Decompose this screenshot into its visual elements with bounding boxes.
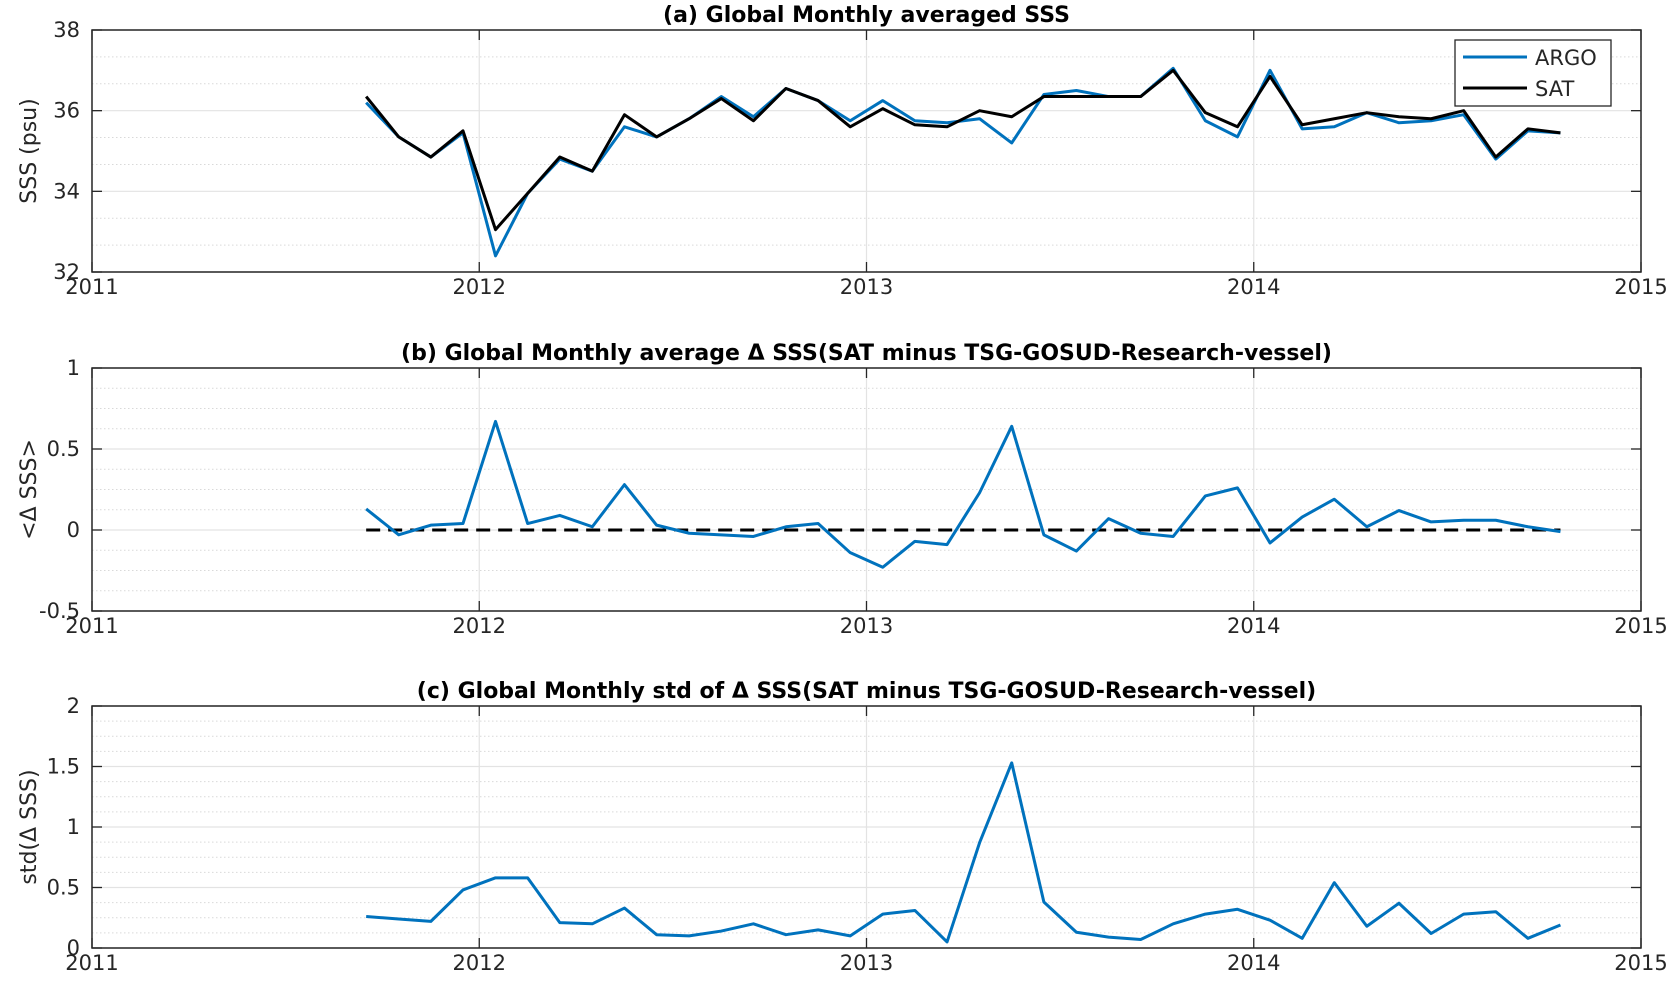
chart-title: (c) Global Monthly std of Δ SSS(SAT minu… xyxy=(417,679,1316,704)
legend-box xyxy=(1454,39,1612,107)
y-tick-label: 0.5 xyxy=(47,876,80,900)
y-tick-label: 34 xyxy=(53,179,80,203)
x-tick-label: 2012 xyxy=(453,951,506,975)
y-tick-label: 1 xyxy=(67,356,80,380)
x-tick-label: 2011 xyxy=(65,614,118,638)
x-tick-label: 2012 xyxy=(453,275,506,299)
x-tick-label: 2015 xyxy=(1614,951,1667,975)
series-line-delta-sss xyxy=(365,419,1561,569)
y-axis-label: <Δ SSS> xyxy=(17,439,42,540)
x-tick-label: 2015 xyxy=(1614,614,1667,638)
panel-b: 2011 2012 2013 2014 2015 -0.5 0 0.5 1 (b) Global … xyxy=(17,341,1668,638)
y-tick-label: 38 xyxy=(53,18,80,42)
x-tick-label: 2013 xyxy=(840,275,893,299)
x-tick-label: 2012 xyxy=(453,614,506,638)
x-tick-label: 2011 xyxy=(65,951,118,975)
panel-a: 2011 2012 2013 2014 2015 32 34 36 38 (a) Global M… xyxy=(17,3,1668,299)
x-tick-label: 2015 xyxy=(1614,275,1667,299)
y-tick-label: 0 xyxy=(67,518,80,542)
panel-c: 2011 2012 2013 2014 2015 0 0.5 1 1.5 2 (c) Global … xyxy=(17,679,1668,975)
y-tick-label: 0 xyxy=(67,936,80,960)
chart-title: (a) Global Monthly averaged SSS xyxy=(663,3,1070,28)
y-tick-label: 0.5 xyxy=(47,437,80,461)
y-tick-label: 1.5 xyxy=(47,755,80,779)
series-line-sat xyxy=(365,68,1561,232)
y-axis-label: SSS (psu) xyxy=(17,98,42,203)
x-tick-label: 2013 xyxy=(840,951,893,975)
y-axis-label: std(Δ SSS) xyxy=(17,769,42,884)
y-tick-label: 36 xyxy=(53,99,80,123)
y-tick-label: 2 xyxy=(67,694,80,718)
y-tick-label: 1 xyxy=(67,815,80,839)
legend: ARGO SAT xyxy=(1454,39,1612,107)
x-tick-label: 2011 xyxy=(65,275,118,299)
legend-entry-sat: SAT xyxy=(1535,77,1574,101)
x-tick-label: 2013 xyxy=(840,614,893,638)
chart-title: (b) Global Monthly average Δ SSS(SAT min… xyxy=(401,341,1332,366)
y-tick-label: -0.5 xyxy=(39,599,80,623)
x-tick-label: 2014 xyxy=(1227,951,1280,975)
x-tick-label: 2014 xyxy=(1227,614,1280,638)
y-tick-label: 32 xyxy=(53,260,80,284)
legend-entry-argo: ARGO xyxy=(1535,46,1597,70)
series-line-delta-sss xyxy=(366,761,1562,944)
x-tick-label: 2014 xyxy=(1227,275,1280,299)
